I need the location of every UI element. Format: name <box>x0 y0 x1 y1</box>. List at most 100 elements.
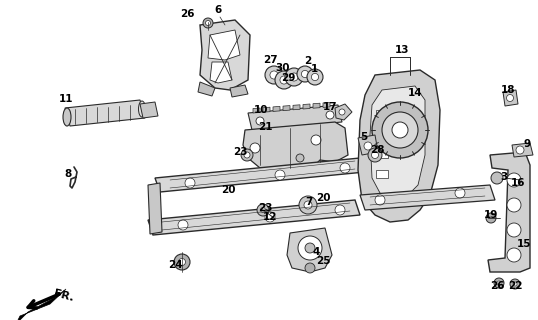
Circle shape <box>301 70 309 77</box>
Text: 24: 24 <box>168 260 182 270</box>
Circle shape <box>506 94 513 101</box>
Text: 26: 26 <box>490 281 504 291</box>
Text: 19: 19 <box>484 210 498 220</box>
Circle shape <box>206 20 210 26</box>
Bar <box>376 170 388 178</box>
Circle shape <box>270 71 278 79</box>
Circle shape <box>265 212 275 222</box>
Circle shape <box>299 196 317 214</box>
Text: 20: 20 <box>316 193 330 203</box>
Text: 22: 22 <box>508 281 522 291</box>
Polygon shape <box>148 200 360 235</box>
Circle shape <box>307 69 323 85</box>
Text: 4: 4 <box>313 247 320 257</box>
Text: FR.: FR. <box>52 289 74 303</box>
Circle shape <box>275 170 285 180</box>
Text: 6: 6 <box>214 5 222 15</box>
Polygon shape <box>358 135 378 155</box>
Text: 16: 16 <box>511 178 525 188</box>
Polygon shape <box>208 30 240 60</box>
Circle shape <box>326 111 334 119</box>
Circle shape <box>311 135 321 145</box>
Ellipse shape <box>138 101 145 117</box>
Text: 23: 23 <box>233 147 247 157</box>
Circle shape <box>339 109 345 115</box>
Polygon shape <box>503 90 518 106</box>
Polygon shape <box>263 107 270 112</box>
Circle shape <box>185 178 195 188</box>
Polygon shape <box>148 183 162 234</box>
Bar <box>376 150 388 158</box>
Polygon shape <box>313 103 320 108</box>
Polygon shape <box>358 70 440 222</box>
Text: 7: 7 <box>305 197 313 207</box>
Bar <box>376 110 388 118</box>
Polygon shape <box>243 122 348 175</box>
Circle shape <box>513 282 517 286</box>
Polygon shape <box>140 102 158 118</box>
Circle shape <box>368 148 382 162</box>
Circle shape <box>296 154 304 162</box>
Circle shape <box>507 198 521 212</box>
Circle shape <box>178 220 188 230</box>
Text: 29: 29 <box>281 73 295 83</box>
Polygon shape <box>512 143 533 157</box>
Text: 21: 21 <box>258 122 272 132</box>
Text: 17: 17 <box>323 102 337 112</box>
Circle shape <box>275 71 293 89</box>
Circle shape <box>256 117 264 125</box>
Circle shape <box>244 152 250 158</box>
Polygon shape <box>335 104 352 120</box>
Circle shape <box>179 259 186 266</box>
Text: 1: 1 <box>310 64 317 74</box>
Text: 15: 15 <box>517 239 531 249</box>
Text: 2: 2 <box>305 56 312 66</box>
Polygon shape <box>370 86 425 200</box>
Text: 5: 5 <box>360 132 367 142</box>
Text: 18: 18 <box>501 85 515 95</box>
Circle shape <box>507 223 521 237</box>
Circle shape <box>494 278 504 288</box>
Polygon shape <box>488 152 530 272</box>
Polygon shape <box>248 105 342 130</box>
Circle shape <box>305 263 315 273</box>
Circle shape <box>372 102 428 158</box>
Text: 28: 28 <box>370 145 384 155</box>
Polygon shape <box>198 82 215 96</box>
Circle shape <box>297 66 313 82</box>
Polygon shape <box>323 102 330 108</box>
Circle shape <box>174 254 190 270</box>
Text: 3: 3 <box>500 172 508 182</box>
Ellipse shape <box>63 108 71 126</box>
Circle shape <box>382 112 418 148</box>
Text: 14: 14 <box>408 88 422 98</box>
Circle shape <box>312 73 318 81</box>
Circle shape <box>486 213 496 223</box>
Circle shape <box>497 281 501 285</box>
Text: 13: 13 <box>395 45 409 55</box>
Polygon shape <box>253 108 260 113</box>
Polygon shape <box>155 158 365 192</box>
Bar <box>376 130 388 138</box>
Text: 27: 27 <box>263 55 277 65</box>
Circle shape <box>285 68 303 86</box>
Circle shape <box>516 146 524 154</box>
Circle shape <box>257 204 269 216</box>
Polygon shape <box>210 62 232 83</box>
Circle shape <box>364 142 372 150</box>
Text: 10: 10 <box>254 105 268 115</box>
Circle shape <box>335 205 345 215</box>
Polygon shape <box>65 100 145 126</box>
Circle shape <box>280 76 288 84</box>
Circle shape <box>298 236 322 260</box>
Circle shape <box>455 188 465 198</box>
Circle shape <box>203 18 213 28</box>
Circle shape <box>507 248 521 262</box>
Circle shape <box>305 243 315 253</box>
Text: 25: 25 <box>316 256 330 266</box>
Circle shape <box>250 143 260 153</box>
Text: 23: 23 <box>258 203 272 213</box>
Circle shape <box>340 163 350 173</box>
Circle shape <box>265 66 283 84</box>
Circle shape <box>241 149 253 161</box>
